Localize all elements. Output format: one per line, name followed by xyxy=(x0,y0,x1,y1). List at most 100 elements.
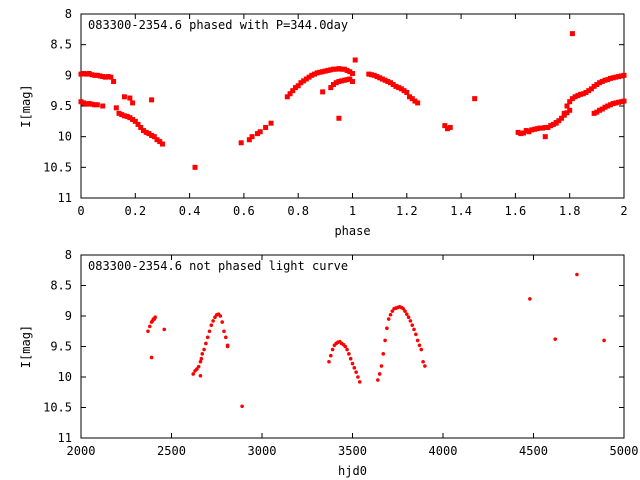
data-point xyxy=(205,335,210,340)
y-tick-label: 11 xyxy=(58,191,72,205)
data-point xyxy=(445,126,451,132)
data-point xyxy=(379,76,385,82)
x-tick-label: 4500 xyxy=(519,444,548,458)
data-point xyxy=(306,74,312,80)
data-point xyxy=(113,105,119,111)
data-point xyxy=(621,72,627,78)
data-point xyxy=(374,74,380,80)
data-point xyxy=(580,91,586,97)
data-point xyxy=(119,112,125,118)
data-point xyxy=(211,319,215,323)
data-point xyxy=(602,104,608,110)
data-point xyxy=(78,99,84,105)
data-point xyxy=(347,69,353,75)
data-point xyxy=(354,370,358,374)
data-point xyxy=(561,110,567,116)
data-point xyxy=(330,347,335,352)
data-point xyxy=(356,375,360,379)
data-point xyxy=(553,120,559,126)
data-point xyxy=(83,71,89,77)
data-point xyxy=(81,100,87,106)
data-point xyxy=(599,78,605,84)
data-point xyxy=(200,352,205,356)
data-point xyxy=(607,75,613,81)
data-point xyxy=(89,72,95,78)
data-point xyxy=(414,332,418,337)
x-tick-label: 4000 xyxy=(429,444,458,458)
data-point xyxy=(124,113,130,119)
data-point xyxy=(153,315,158,320)
data-point xyxy=(567,107,573,113)
data-point xyxy=(204,341,208,346)
data-point xyxy=(602,338,606,343)
data-point xyxy=(154,137,160,143)
data-point xyxy=(388,312,393,317)
data-point xyxy=(616,99,622,105)
data-point xyxy=(322,68,328,74)
data-point xyxy=(417,343,422,348)
data-point xyxy=(333,66,339,72)
data-point xyxy=(287,91,293,97)
data-point xyxy=(442,123,448,129)
data-point xyxy=(421,359,425,364)
data-point xyxy=(518,131,524,137)
data-point xyxy=(341,77,347,83)
data-point xyxy=(526,129,532,135)
data-point xyxy=(249,134,255,140)
data-point xyxy=(94,102,100,108)
data-point xyxy=(350,78,355,84)
data-point xyxy=(381,352,386,356)
plot-frame xyxy=(80,254,625,439)
data-point xyxy=(295,83,301,89)
data-point xyxy=(621,98,627,104)
data-point xyxy=(159,141,165,147)
data-point xyxy=(409,96,415,102)
data-point xyxy=(225,343,230,348)
data-point xyxy=(393,83,399,89)
data-point xyxy=(333,80,339,86)
data-point xyxy=(147,324,152,329)
data-point xyxy=(472,96,478,102)
x-axis-title: hjd0 xyxy=(338,464,367,478)
x-tick-label: 3000 xyxy=(248,444,277,458)
data-point xyxy=(192,164,198,170)
data-point xyxy=(575,272,579,277)
data-point xyxy=(588,86,594,92)
data-point xyxy=(268,120,274,126)
data-point xyxy=(388,80,394,86)
data-point xyxy=(553,337,558,341)
data-point xyxy=(423,364,427,368)
data-point xyxy=(583,90,589,96)
data-point xyxy=(377,372,382,376)
x-tick-label: 3500 xyxy=(338,444,367,458)
data-point xyxy=(344,77,350,83)
y-tick-label: 10 xyxy=(58,130,72,144)
data-point xyxy=(398,86,404,92)
data-point xyxy=(531,126,537,132)
data-point xyxy=(572,94,578,100)
data-point xyxy=(542,124,548,130)
y-tick-label: 8 xyxy=(65,7,72,21)
data-point xyxy=(613,100,619,106)
x-tick-label: 1 xyxy=(349,204,356,218)
data-point xyxy=(198,373,203,378)
data-point xyxy=(376,378,380,382)
data-point xyxy=(301,78,307,84)
data-point xyxy=(143,129,149,135)
data-point xyxy=(390,82,396,88)
data-point xyxy=(401,88,407,94)
data-point xyxy=(347,352,351,356)
data-point xyxy=(548,123,554,129)
data-point xyxy=(350,361,355,366)
data-point xyxy=(404,90,410,96)
data-point xyxy=(521,130,527,136)
data-point xyxy=(540,125,546,131)
data-point xyxy=(309,72,315,78)
data-point xyxy=(121,113,127,119)
data-point xyxy=(377,75,383,81)
data-point xyxy=(550,121,556,127)
data-point xyxy=(199,356,204,361)
data-point xyxy=(366,71,372,77)
data-point xyxy=(207,329,212,334)
